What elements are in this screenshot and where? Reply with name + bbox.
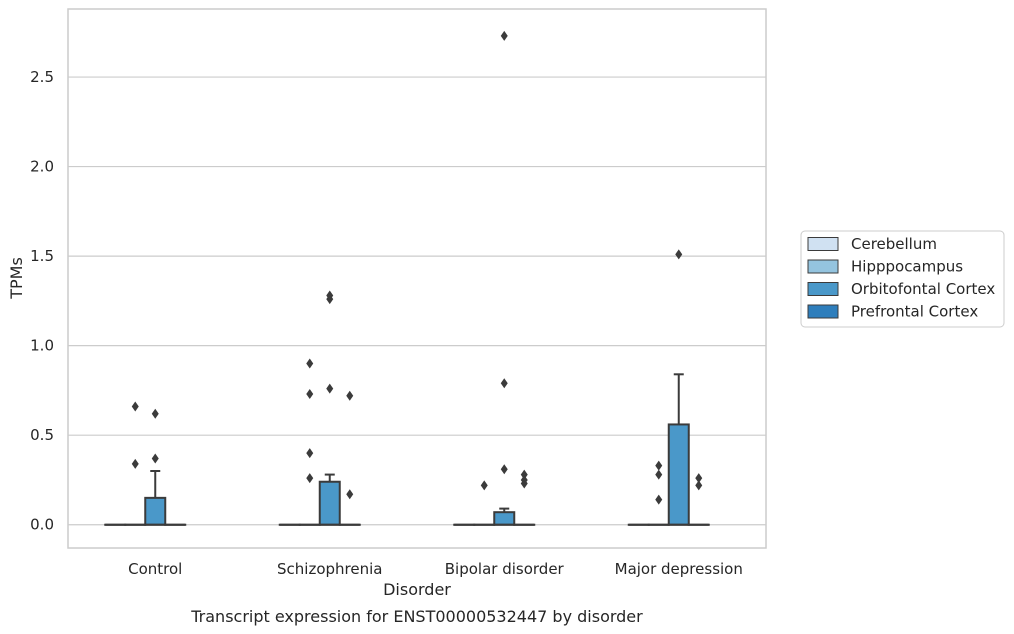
x-tick-label: Major depression (615, 560, 743, 578)
outlier-point (326, 290, 334, 301)
outlier-point (326, 383, 334, 394)
x-axis-label: Disorder (383, 580, 451, 599)
chart-caption: Transcript expression for ENST0000053244… (190, 607, 643, 626)
outlier-point (655, 460, 663, 471)
box (667, 423, 690, 526)
outlier-point (695, 480, 703, 491)
outlier-point (520, 474, 528, 485)
box (318, 480, 341, 526)
y-tick-label: 1.5 (30, 247, 54, 265)
outlier-point (500, 464, 508, 475)
outlier-point (131, 458, 139, 469)
y-tick-label: 0.0 (30, 516, 54, 534)
boxes (104, 373, 710, 526)
outliers (131, 30, 703, 505)
gridlines (68, 76, 766, 526)
y-tick-label: 2.0 (30, 158, 54, 176)
legend-swatch (807, 304, 839, 319)
x-tick-label: Schizophrenia (277, 560, 382, 578)
y-axis-label: TPMs (7, 257, 26, 300)
outlier-point (306, 389, 314, 399)
box (493, 511, 516, 526)
legend-frame (800, 230, 1005, 328)
legend-label: Hipppocampus (851, 258, 963, 276)
outlier-point (500, 30, 508, 41)
box (144, 496, 167, 526)
y-tick-label: 2.5 (30, 68, 54, 86)
x-tick-label: Control (128, 560, 182, 578)
y-tick-label: 1.0 (30, 337, 54, 355)
outlier-point (151, 453, 159, 464)
legend-swatch (807, 282, 839, 296)
outlier-point (520, 469, 528, 480)
legend-swatch (807, 237, 839, 251)
legend: Cerebellum Hipppocampus Orbitofontal Corte… (800, 230, 1005, 328)
outlier-point (675, 249, 683, 260)
legend-label: Cerebellum (851, 235, 937, 253)
outlier-point (346, 489, 354, 500)
outlier-point (346, 390, 354, 401)
outlier-point (695, 473, 703, 484)
legend-label: Prefrontal Cortex (851, 303, 978, 321)
outlier-point (306, 358, 314, 369)
plot-area-frame (67, 8, 767, 549)
x-tick-label: Bipolar disorder (445, 560, 565, 578)
y-tick-labels: 0.0 0.5 1.0 1.5 2.0 2.5 (30, 68, 54, 534)
outlier-point (655, 494, 663, 505)
legend-label: Orbitofontal Cortex (851, 280, 995, 298)
outlier-point (131, 401, 139, 412)
outlier-point (151, 408, 159, 419)
outlier-point (306, 473, 314, 484)
outlier-point (500, 378, 508, 389)
legend-swatch (807, 259, 839, 274)
outlier-point (306, 448, 314, 459)
x-tick-labels: Control Schizophrenia Bipolar disorder Majo… (128, 560, 743, 578)
outlier-point (480, 480, 488, 491)
outlier-point (655, 469, 663, 480)
y-tick-label: 0.5 (30, 426, 54, 444)
